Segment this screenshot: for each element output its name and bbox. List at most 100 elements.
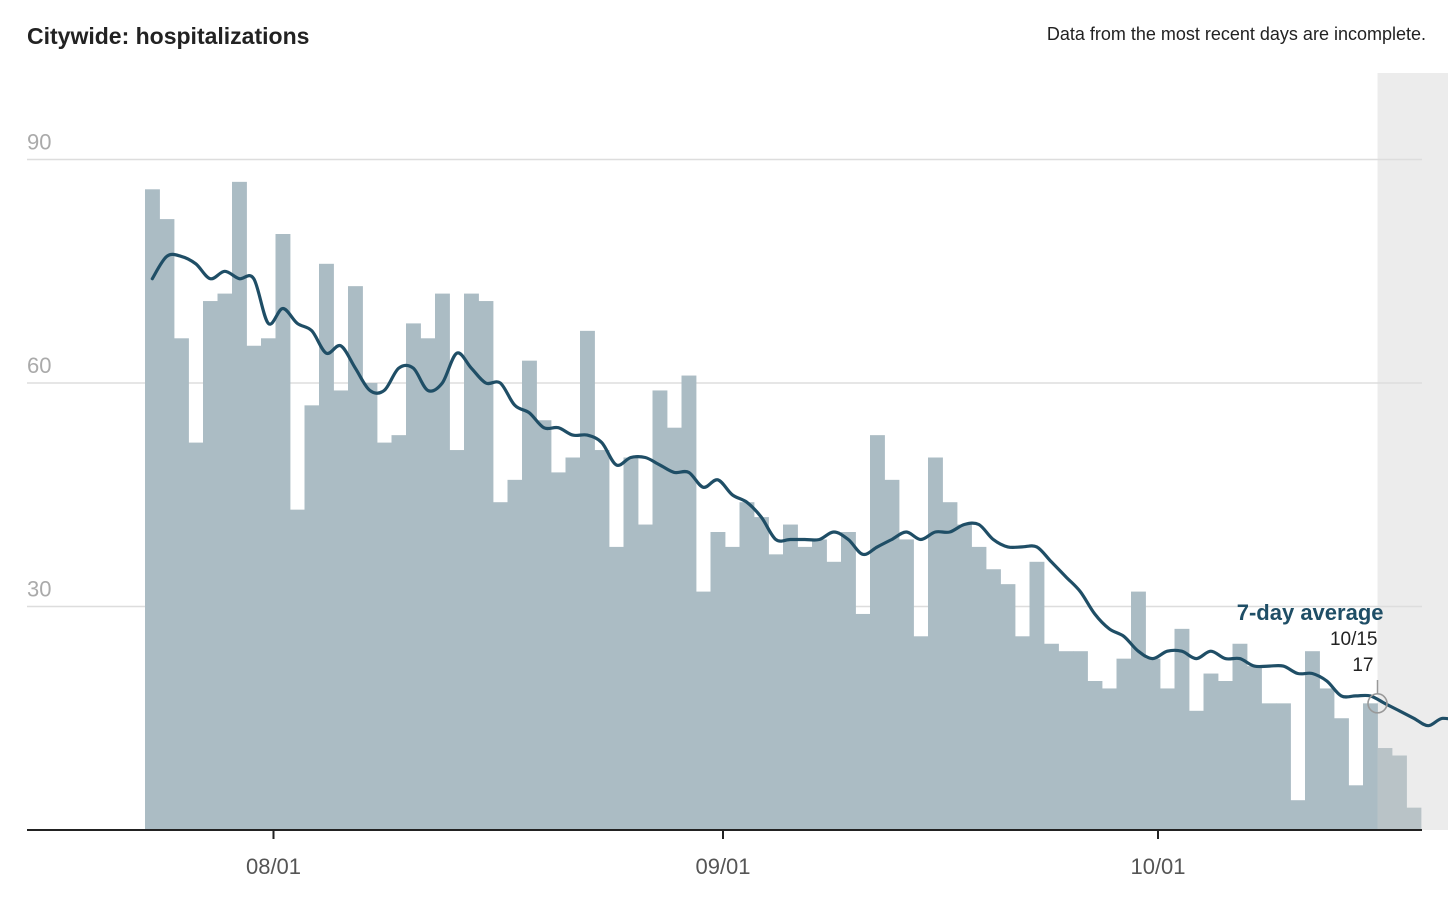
daily-bar <box>870 435 885 830</box>
annotation-marker <box>1367 693 1388 714</box>
daily-bar <box>1189 710 1204 830</box>
daily-bar <box>783 524 798 830</box>
daily-bar <box>928 457 943 830</box>
daily-bar <box>478 301 494 830</box>
daily-bar <box>1203 673 1219 830</box>
daily-bar <box>1000 584 1016 830</box>
daily-bars <box>145 181 1422 831</box>
daily-bar <box>971 546 987 830</box>
daily-bar <box>536 420 552 830</box>
daily-bar <box>1058 651 1074 830</box>
daily-bar <box>319 263 334 830</box>
y-tick-label: 30 <box>27 577 51 602</box>
daily-bar <box>899 539 914 830</box>
daily-bar <box>1044 643 1059 830</box>
daily-bar <box>1406 807 1422 830</box>
daily-bar <box>261 338 276 830</box>
daily-bar <box>1377 748 1393 830</box>
daily-bar <box>217 293 233 831</box>
daily-bar <box>855 613 871 830</box>
daily-bar <box>1392 755 1407 830</box>
daily-bar <box>188 442 204 830</box>
daily-bar <box>1087 681 1103 830</box>
daily-bar <box>1174 628 1190 830</box>
daily-bar <box>667 427 682 830</box>
daily-bar <box>826 561 842 830</box>
daily-bar <box>333 390 349 830</box>
daily-bar <box>1261 703 1277 830</box>
daily-bar <box>1290 800 1306 830</box>
daily-bar <box>275 234 291 830</box>
daily-bar <box>464 293 479 831</box>
incomplete-data-shading <box>1377 73 1448 830</box>
daily-bar <box>1348 785 1364 830</box>
x-tick-label: 10/01 <box>1130 854 1185 879</box>
chart-title: Citywide: hospitalizations <box>27 23 309 49</box>
daily-bar <box>580 330 595 830</box>
daily-bar <box>812 539 827 830</box>
daily-bar <box>1305 651 1320 830</box>
annotation-value: 17 <box>1352 655 1373 676</box>
x-tick-label: 08/01 <box>246 854 301 879</box>
annotation-date: 10/15 <box>1330 629 1378 650</box>
daily-bar <box>1363 703 1378 830</box>
daily-bar <box>246 345 262 830</box>
daily-bar <box>565 457 581 830</box>
daily-bar <box>377 442 392 830</box>
y-tick-label: 90 <box>27 130 51 155</box>
daily-bar <box>696 591 711 830</box>
daily-bar <box>739 502 755 830</box>
y-tick-label: 60 <box>27 353 51 378</box>
incomplete-region <box>1377 73 1448 830</box>
daily-bar <box>623 457 639 830</box>
daily-bar <box>957 524 972 830</box>
daily-bar <box>1015 636 1030 830</box>
daily-bar <box>1334 718 1349 830</box>
daily-bar <box>1276 703 1291 830</box>
daily-bar <box>1145 658 1161 830</box>
daily-bar <box>609 546 624 830</box>
daily-bar <box>348 286 363 830</box>
daily-bar <box>1160 688 1175 830</box>
daily-bar <box>1073 651 1088 830</box>
daily-bar <box>768 554 784 830</box>
daily-bar <box>159 219 175 831</box>
daily-bar <box>1247 666 1262 830</box>
daily-bar <box>362 383 378 830</box>
latest-average-annotation: 7-day average 10/15 17 <box>1237 600 1388 714</box>
x-tick-label: 09/01 <box>695 854 750 879</box>
daily-bar <box>304 405 320 830</box>
daily-bar <box>232 181 247 831</box>
incomplete-data-note: Data from the most recent days are incom… <box>1047 24 1426 44</box>
daily-bar <box>1232 643 1248 830</box>
daily-bar <box>1218 681 1233 830</box>
x-axis: 08/01 09/01 10/01 <box>27 829 1422 879</box>
daily-bar <box>174 338 189 830</box>
daily-bar <box>725 546 740 830</box>
daily-bar <box>522 360 537 830</box>
daily-bar <box>986 569 1001 830</box>
daily-bar <box>1102 688 1117 830</box>
daily-bar <box>203 301 218 830</box>
daily-bar <box>710 532 726 830</box>
daily-bar <box>1319 688 1335 830</box>
daily-bar <box>884 479 900 830</box>
daily-bar <box>1131 591 1146 830</box>
daily-bar <box>681 375 697 830</box>
daily-bar <box>551 472 566 830</box>
daily-bar <box>1116 658 1132 830</box>
daily-bar <box>449 450 465 830</box>
daily-bar <box>493 502 508 830</box>
daily-bar <box>290 509 305 830</box>
daily-bar <box>594 450 610 830</box>
daily-bar <box>942 502 958 830</box>
daily-bar <box>145 189 160 831</box>
daily-bar <box>420 338 436 830</box>
daily-bar <box>391 435 407 830</box>
daily-bar <box>652 390 668 830</box>
daily-bar <box>507 479 523 830</box>
daily-bar <box>1029 561 1045 830</box>
avg-label: 7-day average <box>1237 600 1384 625</box>
seven-day-average-line <box>150 252 1448 728</box>
